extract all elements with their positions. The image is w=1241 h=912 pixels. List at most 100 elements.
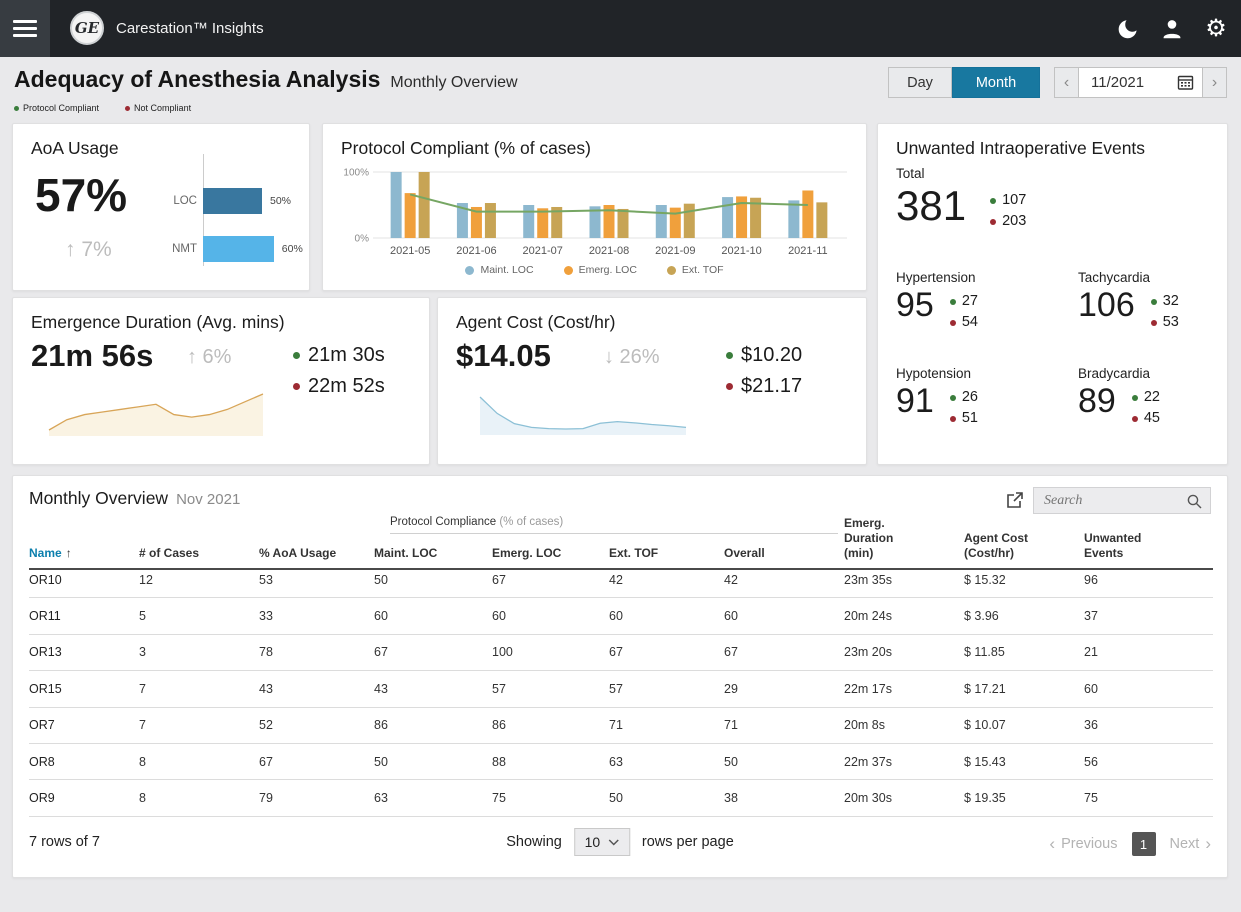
- previous-page-button[interactable]: ‹ Previous: [1049, 834, 1118, 853]
- table-row[interactable]: OR11 5 33 60 60 60 60 20m 24s $ 3.96 37: [29, 598, 1213, 635]
- card-title: Emergence Duration (Avg. mins): [31, 312, 285, 332]
- column-header[interactable]: Name ↑: [29, 546, 72, 560]
- protocol-chart: 100% 0% 2021-05 2021-06 2021-07 2021-08 2021-0…: [343, 168, 847, 257]
- table-row[interactable]: OR7 7 52 86 86 71 71 20m 8s $ 10.07 36: [29, 708, 1213, 744]
- table-cell: 60: [492, 609, 506, 624]
- table-cell: 57: [492, 681, 506, 696]
- emergence-value: 21m 56s: [31, 338, 154, 373]
- calendar-icon[interactable]: [1177, 74, 1194, 96]
- top-bar: GE Carestation™ Insights ⚙: [0, 0, 1241, 57]
- date-picker: ‹ ›: [1054, 67, 1227, 98]
- rows-status: 7 rows of 7: [29, 834, 100, 850]
- bar: [484, 203, 496, 238]
- table-cell: 33: [259, 609, 273, 624]
- table-cell: 53: [259, 572, 273, 587]
- table-row[interactable]: OR13 3 78 67 100 67 67 23m 20s $ 11.85 21: [29, 635, 1213, 672]
- aoa-loc-row: LOC 50%: [159, 188, 291, 214]
- bar: [736, 196, 748, 238]
- table-row[interactable]: OR15 7 43 43 57 57 29 22m 17s $ 17.21 60: [29, 671, 1213, 708]
- table-cell: 60: [724, 609, 738, 624]
- x-tick-label: 2021-06: [456, 245, 496, 257]
- column-header[interactable]: Overall: [724, 546, 765, 560]
- table-cell: 60: [609, 609, 623, 624]
- protocol-compliance-group-header: Protocol Compliance (% of cases): [390, 516, 564, 528]
- column-header[interactable]: Maint. LOC: [374, 546, 438, 560]
- compliance-legend: Protocol Compliant Not Compliant: [14, 103, 191, 113]
- column-header[interactable]: Emerg. LOC: [492, 546, 562, 560]
- column-header[interactable]: % AoA Usage: [259, 546, 337, 560]
- column-header[interactable]: # of Cases: [139, 546, 200, 560]
- card-title: AoA Usage: [31, 138, 119, 158]
- table-row[interactable]: OR8 8 67 50 88 63 50 22m 37s $ 15.43 56: [29, 744, 1213, 781]
- x-tick-label: 2021-05: [390, 245, 430, 257]
- bar: [456, 203, 468, 238]
- day-toggle-button[interactable]: Day: [888, 67, 952, 98]
- search-input[interactable]: [1034, 488, 1210, 513]
- table-cell: 50: [374, 572, 388, 587]
- table-row[interactable]: OR10 12 53 50 67 42 42 23m 35s $ 15.32 96: [29, 562, 1213, 599]
- app-title: Carestation™ Insights: [116, 20, 264, 37]
- bar: [551, 206, 563, 238]
- card-title: Agent Cost (Cost/hr): [456, 312, 616, 332]
- dark-mode-moon-icon[interactable]: [1115, 16, 1141, 42]
- aoa-usage-card: AoA Usage 57% ↑ 7% LOC 50% NMT 60%: [12, 123, 310, 291]
- search-icon[interactable]: [1186, 493, 1203, 515]
- table-cell: OR11: [29, 609, 61, 624]
- column-header[interactable]: Ext. TOF: [609, 546, 659, 560]
- table-cell: 20m 24s: [844, 609, 892, 624]
- rows-per-page-select[interactable]: 10: [573, 828, 630, 856]
- day-month-toggle: Day Month: [888, 67, 1040, 98]
- agent-spark: [479, 396, 687, 435]
- column-header[interactable]: Unwanted Events: [1084, 531, 1142, 560]
- bar: [537, 208, 549, 238]
- table-cell: 42: [609, 572, 623, 587]
- table-footer: 7 rows of 7 Showing 10 rows per page ‹ P…: [29, 824, 1211, 864]
- hamburger-menu-button[interactable]: [0, 0, 50, 57]
- table-cell: $ 11.85: [964, 645, 1005, 660]
- green-dot-icon: [293, 352, 300, 359]
- table-period: Nov 2021: [176, 491, 241, 508]
- table-cell: $ 19.35: [964, 791, 1006, 806]
- settings-gear-icon[interactable]: ⚙: [1205, 14, 1227, 42]
- protocol-legend: Maint. LOC Emerg. LOC Ext. TOF: [323, 264, 866, 276]
- x-tick-label: 2021-09: [655, 245, 695, 257]
- column-header[interactable]: Agent Cost (Cost/hr): [964, 531, 1028, 560]
- table-cell: OR15: [29, 681, 62, 696]
- legend-item: Maint. LOC: [465, 264, 534, 276]
- aoa-bar: [203, 236, 274, 262]
- next-page-button[interactable]: Next ›: [1169, 834, 1212, 853]
- month-toggle-button[interactable]: Month: [952, 67, 1040, 98]
- table-title: Monthly Overview: [29, 488, 169, 508]
- protocol-compliant-card: Protocol Compliant (% of cases) 100% 0% 20…: [322, 123, 867, 291]
- table-header-row: Name ↑ # of Cases % AoA Usage Maint. LOC Emer…: [29, 516, 1213, 570]
- red-dot-icon: [1150, 319, 1157, 326]
- spark-line: [48, 393, 264, 431]
- aoa-usage-value: 57%: [35, 169, 128, 221]
- bar: [603, 205, 615, 238]
- bar: [683, 203, 695, 238]
- table-cell: 86: [374, 718, 388, 733]
- table-cell: 23m 20s: [844, 645, 892, 660]
- next-month-button[interactable]: ›: [1202, 67, 1227, 98]
- user-profile-icon[interactable]: [1159, 16, 1185, 42]
- red-dot-icon: [1131, 415, 1138, 422]
- green-dot-icon: [990, 197, 997, 204]
- table-cell: 60: [1084, 681, 1098, 696]
- table-cell: 67: [259, 754, 273, 769]
- spark-area: [480, 397, 686, 435]
- events-tachycardia-block: Tachycardia 106 32 53: [1078, 270, 1179, 330]
- bar: [802, 190, 814, 238]
- export-icon[interactable]: [1005, 490, 1027, 512]
- page-subtitle: Monthly Overview: [390, 74, 518, 91]
- table-cell: 7: [139, 681, 146, 696]
- emergence-trend: ↑ 6%: [187, 346, 232, 368]
- table-cell: 79: [259, 791, 273, 806]
- table-row[interactable]: OR9 8 79 63 75 50 38 20m 30s $ 19.35 75: [29, 780, 1213, 817]
- table-cell: 43: [374, 681, 388, 696]
- previous-month-button[interactable]: ‹: [1054, 67, 1079, 98]
- spark-area: [49, 394, 263, 436]
- table-cell: 22m 37s: [844, 754, 892, 769]
- column-header[interactable]: Emerg. Duration (min): [844, 516, 894, 560]
- current-page-button[interactable]: 1: [1131, 832, 1156, 856]
- table-cell: 22m 17s: [844, 681, 892, 696]
